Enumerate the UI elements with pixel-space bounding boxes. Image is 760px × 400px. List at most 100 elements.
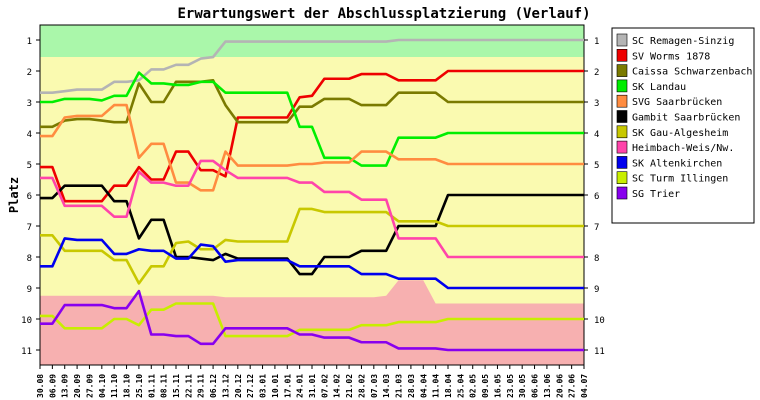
x-tick-label: 28.02: [357, 374, 366, 398]
x-tick-label: 10.01: [271, 374, 280, 398]
series-line: [40, 103, 584, 192]
y-tick-label-right: 5: [594, 161, 599, 171]
legend-swatch: [616, 79, 628, 93]
legend-swatch: [616, 186, 628, 200]
x-tick-label: 25.10: [135, 374, 144, 398]
y-tick-label-right: 2: [594, 68, 599, 78]
y-tick-label-right: 3: [594, 99, 599, 109]
series-line: [40, 79, 584, 129]
x-tick-label: 04.07: [580, 374, 589, 398]
x-tick-label: 18.10: [123, 374, 132, 398]
legend-swatch: [616, 125, 628, 139]
legend-entry: Gambit Saarbrücken: [632, 113, 740, 124]
y-tick-label-right: 6: [594, 192, 599, 202]
x-tick-label: 16.05: [493, 374, 502, 398]
x-tick-label: 11.10: [110, 374, 119, 398]
x-tick-label: 06.06: [531, 374, 540, 398]
x-tick-label: 13.09: [61, 374, 70, 398]
y-tick-label-left: 7: [27, 223, 32, 233]
legend-swatch: [616, 94, 628, 108]
x-tick-label: 27.12: [246, 374, 255, 398]
series-line: [40, 69, 584, 203]
series-line: [40, 159, 584, 259]
series-line: [40, 184, 584, 276]
y-tick-label-left: 9: [27, 285, 32, 295]
x-tick-label: 21.02: [345, 374, 354, 398]
x-tick-label: 13.12: [221, 374, 230, 398]
y-tick-label-right: 10: [594, 316, 605, 326]
y-tick-label-left: 3: [27, 99, 32, 109]
x-tick-label: 03.01: [259, 374, 268, 398]
y-tick-label-right: 7: [594, 223, 599, 233]
x-tick-label: 25.04: [456, 374, 465, 398]
x-tick-label: 04.10: [98, 374, 107, 398]
legend-swatch: [616, 48, 628, 62]
series-line: [40, 289, 584, 352]
x-tick-label: 13.06: [543, 374, 552, 398]
x-tick-label: 20.09: [73, 374, 82, 398]
x-tick-label: 22.11: [184, 374, 193, 398]
x-tick-label: 01.11: [147, 374, 156, 398]
legend-entry: SK Altenkirchen: [632, 158, 722, 169]
legend-swatch: [616, 64, 628, 77]
legend-entry: SV Worms 1878: [632, 51, 710, 62]
x-tick-label: 20.12: [234, 374, 243, 398]
x-tick-label: 07.03: [370, 374, 379, 398]
legend-swatch: [616, 110, 628, 123]
chart-title: Erwartungswert der Abschlussplatzierung …: [177, 6, 590, 22]
y-tick-label-left: 4: [27, 130, 32, 140]
series-line: [40, 71, 584, 167]
x-tick-label: 29.11: [197, 374, 206, 398]
legend-entry: SC Remagen-Sinzig: [632, 36, 734, 47]
x-tick-label: 04.04: [419, 374, 428, 398]
legend-entry: Heimbach-Weis/Nw.: [632, 143, 734, 154]
y-tick-label-left: 2: [27, 68, 32, 78]
x-tick-label: 07.02: [320, 374, 329, 398]
legend-entry: SC Turm Illingen: [632, 174, 728, 185]
x-tick-label: 23.05: [506, 374, 515, 398]
series-line: [40, 302, 584, 338]
x-tick-label: 15.11: [172, 374, 181, 398]
series-line: [40, 38, 584, 94]
legend-swatch: [616, 33, 628, 47]
legend-swatch: [616, 140, 628, 154]
x-tick-label: 28.03: [407, 374, 416, 398]
y-tick-label-left: 6: [27, 192, 32, 202]
x-tick-label: 11.04: [432, 374, 441, 398]
x-tick-label: 30.08: [36, 374, 45, 398]
series-line: [40, 237, 584, 290]
x-tick-label: 27.09: [85, 374, 94, 398]
y-tick-label-left: 11: [21, 347, 32, 357]
x-tick-label: 21.03: [395, 374, 404, 398]
x-tick-label: 06.09: [48, 374, 57, 398]
x-tick-label: 14.03: [382, 374, 391, 398]
x-tick-label: 14.02: [333, 374, 342, 398]
x-tick-label: 18.04: [444, 374, 453, 398]
legend-swatch: [616, 156, 628, 169]
legend-swatch: [616, 171, 628, 184]
x-tick-label: 02.05: [469, 374, 478, 398]
x-tick-label: 09.05: [481, 374, 490, 398]
x-tick-label: 06.12: [209, 374, 218, 398]
x-tick-label: 08.11: [160, 374, 169, 398]
x-tick-label: 27.06: [568, 374, 577, 398]
y-tick-label-right: 4: [594, 130, 599, 140]
x-tick-label: 24.01: [296, 374, 305, 398]
legend-entry: SK Landau: [632, 82, 686, 93]
y-tick-label-left: 8: [27, 254, 32, 264]
x-tick-label: 17.01: [283, 374, 292, 398]
y-axis-label: Platz: [7, 177, 21, 213]
y-tick-label-right: 8: [594, 254, 599, 264]
x-tick-label: 30.05: [518, 374, 527, 398]
legend-box: [611, 27, 755, 224]
y-tick-label-right: 1: [594, 37, 599, 47]
y-tick-label-left: 5: [27, 161, 32, 171]
legend: SC Remagen-Sinzig SV Worms 1878 Caissa Sch…: [611, 27, 755, 224]
legend-entry: SK Gau-Algesheim: [632, 128, 728, 139]
y-tick-label-left: 1: [27, 37, 32, 47]
y-tick-label-right: 11: [594, 347, 605, 357]
zone-relegation: [40, 280, 584, 365]
series-line: [40, 207, 584, 285]
